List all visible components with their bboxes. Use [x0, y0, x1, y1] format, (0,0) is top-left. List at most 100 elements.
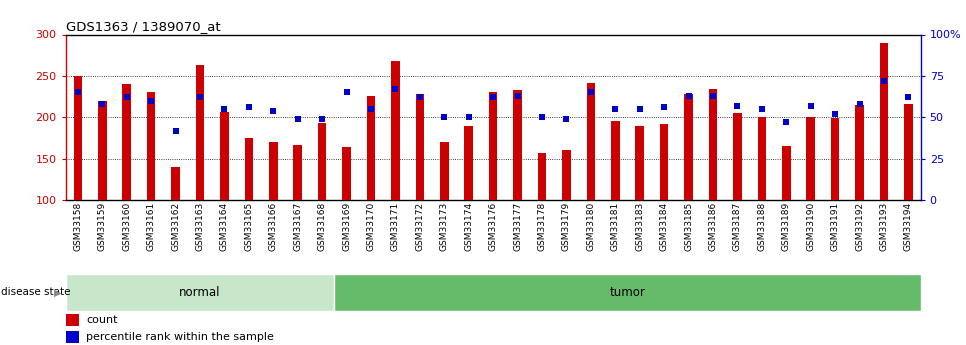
Point — [387, 86, 403, 92]
Bar — [440, 142, 448, 200]
Point — [729, 103, 745, 108]
Text: GSM33186: GSM33186 — [708, 201, 718, 251]
Text: GSM33185: GSM33185 — [684, 201, 693, 251]
Point — [461, 115, 476, 120]
Point — [827, 111, 842, 117]
Point — [437, 115, 452, 120]
Text: GSM33187: GSM33187 — [733, 201, 742, 251]
Point — [534, 115, 550, 120]
Point — [363, 106, 379, 112]
Bar — [415, 94, 424, 200]
Text: GSM33170: GSM33170 — [366, 201, 376, 251]
Bar — [636, 126, 644, 200]
Text: GSM33194: GSM33194 — [904, 201, 913, 251]
Point — [632, 106, 647, 112]
Text: GSM33179: GSM33179 — [562, 201, 571, 251]
Bar — [342, 147, 351, 200]
Text: GSM33178: GSM33178 — [537, 201, 547, 251]
Point — [583, 90, 599, 95]
Text: GSM33189: GSM33189 — [781, 201, 791, 251]
Bar — [294, 145, 302, 200]
Bar — [733, 113, 742, 200]
Point — [876, 78, 892, 83]
Text: GSM33158: GSM33158 — [73, 201, 82, 251]
Point — [192, 95, 208, 100]
Point — [852, 101, 867, 107]
Point — [242, 105, 257, 110]
Bar — [611, 121, 619, 200]
Text: GSM33168: GSM33168 — [318, 201, 327, 251]
Point — [558, 116, 574, 122]
Text: GSM33160: GSM33160 — [123, 201, 131, 251]
Bar — [538, 153, 546, 200]
Point — [486, 95, 501, 100]
Text: GSM33190: GSM33190 — [807, 201, 815, 251]
Text: GSM33165: GSM33165 — [244, 201, 253, 251]
Bar — [196, 65, 204, 200]
Text: GSM33159: GSM33159 — [98, 201, 107, 251]
Point — [290, 116, 305, 122]
Text: GDS1363 / 1389070_at: GDS1363 / 1389070_at — [66, 20, 220, 33]
Bar — [391, 61, 400, 200]
Bar — [99, 101, 106, 200]
Text: GSM33183: GSM33183 — [636, 201, 644, 251]
Text: GSM33169: GSM33169 — [342, 201, 351, 251]
Point — [95, 101, 110, 107]
Point — [608, 106, 623, 112]
Text: GSM33176: GSM33176 — [489, 201, 497, 251]
Text: count: count — [86, 315, 118, 325]
Point — [510, 93, 526, 99]
Bar — [782, 146, 790, 200]
Bar — [123, 84, 131, 200]
Point — [779, 119, 794, 125]
Text: tumor: tumor — [610, 286, 645, 299]
Bar — [220, 111, 229, 200]
Bar — [318, 123, 327, 200]
Text: GSM33167: GSM33167 — [294, 201, 302, 251]
Bar — [66, 331, 79, 343]
Bar — [66, 314, 79, 326]
Bar — [489, 92, 497, 200]
Point — [216, 106, 232, 112]
Bar — [757, 117, 766, 200]
Text: GSM33184: GSM33184 — [660, 201, 668, 251]
Bar — [831, 118, 839, 200]
Bar — [880, 43, 888, 200]
Bar — [367, 96, 375, 200]
Text: normal: normal — [180, 286, 221, 299]
Bar — [709, 89, 717, 200]
Bar — [73, 76, 82, 200]
Text: disease state: disease state — [1, 287, 71, 297]
Point — [168, 128, 184, 133]
Text: ▶: ▶ — [54, 287, 62, 297]
Text: GSM33188: GSM33188 — [757, 201, 766, 251]
Point — [681, 93, 696, 99]
Text: GSM33171: GSM33171 — [391, 201, 400, 251]
Bar — [807, 117, 815, 200]
Point — [900, 95, 916, 100]
Point — [412, 95, 428, 100]
Bar — [171, 167, 180, 200]
Text: GSM33181: GSM33181 — [611, 201, 620, 251]
Point — [657, 105, 672, 110]
Bar — [465, 126, 473, 200]
Bar — [855, 105, 864, 200]
Bar — [66, 274, 334, 310]
Point — [339, 90, 355, 95]
Text: GSM33164: GSM33164 — [220, 201, 229, 251]
Point — [71, 90, 86, 95]
Bar — [270, 142, 277, 200]
Bar — [334, 274, 921, 310]
Text: GSM33163: GSM33163 — [195, 201, 205, 251]
Bar — [586, 82, 595, 200]
Point — [803, 103, 818, 108]
Bar — [147, 92, 156, 200]
Text: GSM33191: GSM33191 — [831, 201, 839, 251]
Bar — [244, 138, 253, 200]
Point — [266, 108, 281, 114]
Point — [705, 93, 721, 99]
Bar — [513, 90, 522, 200]
Point — [144, 98, 159, 104]
Bar — [684, 94, 693, 200]
Text: GSM33172: GSM33172 — [415, 201, 424, 251]
